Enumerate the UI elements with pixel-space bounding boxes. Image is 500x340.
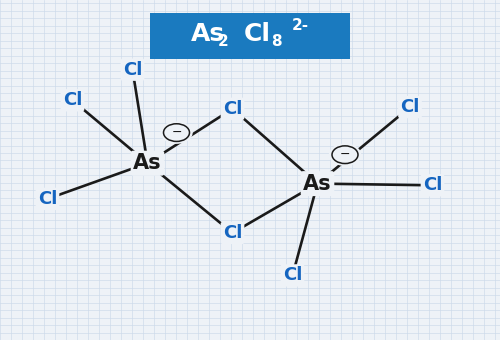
Text: Cl: Cl [223, 100, 242, 118]
Text: 2-: 2- [292, 18, 308, 33]
Text: Cl: Cl [38, 190, 57, 208]
Text: Cl: Cl [283, 267, 302, 284]
Text: 2: 2 [218, 34, 229, 49]
Text: 8: 8 [271, 34, 282, 49]
Text: Cl: Cl [244, 22, 271, 46]
Text: Cl: Cl [63, 91, 82, 109]
Text: Cl: Cl [400, 98, 419, 116]
Text: Cl: Cl [223, 224, 242, 242]
Text: As: As [133, 153, 162, 173]
Text: As: As [190, 22, 224, 46]
Text: Cl: Cl [123, 61, 142, 79]
Text: Cl: Cl [423, 176, 442, 194]
Text: −: − [340, 148, 350, 161]
Circle shape [330, 144, 360, 165]
Text: −: − [171, 126, 182, 139]
Text: As: As [303, 174, 332, 193]
FancyBboxPatch shape [150, 13, 350, 58]
Circle shape [161, 122, 192, 143]
